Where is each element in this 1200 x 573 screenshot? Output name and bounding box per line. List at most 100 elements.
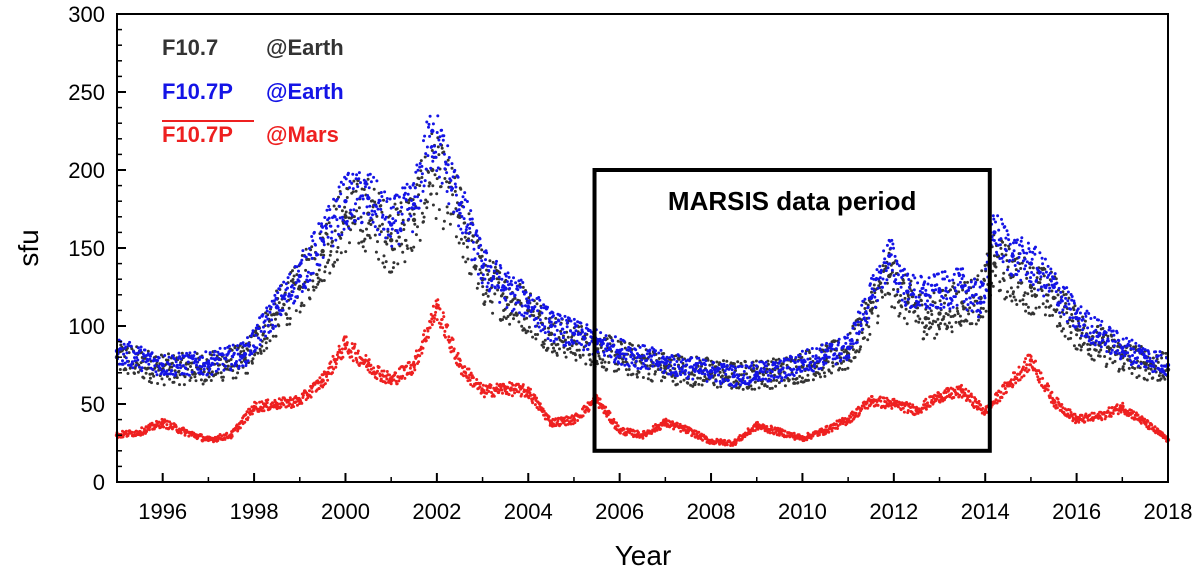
series-0-texture-dot	[960, 319, 963, 323]
series-1-texture-dot	[379, 207, 383, 211]
series-0-texture-dot	[480, 248, 484, 252]
series-1-texture-dot	[263, 330, 266, 334]
series-0-texture-dot	[399, 201, 403, 205]
series-1-texture-dot	[675, 360, 679, 363]
series-0-texture-dot	[392, 261, 396, 265]
series-2-texture-dot	[435, 318, 439, 322]
series-1-point	[160, 362, 165, 368]
series-1-texture-dot	[373, 210, 377, 213]
series-0-texture-dot	[949, 315, 953, 319]
series-1-texture-dot	[1087, 312, 1091, 315]
series-1-texture-dot	[1080, 334, 1083, 338]
series-1-texture-dot	[290, 293, 294, 297]
series-1-texture-dot	[944, 286, 948, 290]
series-1-texture-dot	[896, 273, 900, 277]
series-0-texture-dot	[454, 235, 458, 239]
series-0-texture-dot	[974, 322, 978, 326]
series-0-texture-dot	[938, 327, 941, 331]
series-0-texture-dot	[970, 322, 974, 326]
series-2-texture-dot	[608, 411, 612, 415]
series-0-texture-dot	[395, 239, 399, 243]
series-1-texture-dot	[697, 371, 701, 375]
series-2-texture-dot	[675, 422, 679, 425]
series-2-texture-dot	[517, 390, 521, 394]
series-1-texture-dot	[867, 316, 871, 320]
series-1-texture-dot	[405, 182, 409, 186]
series-1-texture-dot	[487, 269, 491, 272]
series-0-texture-dot	[922, 337, 926, 341]
series-1-texture-dot	[1031, 250, 1035, 254]
series-2-texture-dot	[581, 414, 585, 418]
series-0-texture-dot	[388, 214, 392, 218]
series-1-texture-dot	[247, 344, 251, 348]
series-1-texture-dot	[486, 281, 490, 285]
series-1-texture-dot	[847, 356, 851, 359]
series-2-texture-dot	[344, 346, 348, 350]
series-0-texture-dot	[1143, 377, 1147, 381]
series-0-texture-dot	[938, 299, 942, 303]
series-0-texture-dot	[466, 257, 470, 261]
series-1-texture-dot	[319, 230, 323, 234]
series-1-texture-dot	[715, 369, 719, 373]
series-0-texture-dot	[501, 292, 505, 296]
series-1-texture-dot	[431, 159, 435, 163]
series-0-texture-dot	[425, 200, 429, 204]
series-0-texture-dot	[355, 182, 359, 186]
series-0-texture-dot	[502, 315, 506, 319]
series-0-texture-dot	[1034, 306, 1038, 310]
series-0-texture-dot	[866, 303, 870, 307]
series-0-texture-dot	[435, 192, 439, 196]
series-1-texture-dot	[575, 339, 579, 343]
series-1-texture-dot	[924, 288, 928, 292]
series-1-texture-dot	[563, 314, 567, 318]
series-0-texture-dot	[892, 261, 896, 265]
series-0-texture-dot	[313, 257, 317, 261]
series-1-texture-dot	[1143, 348, 1147, 352]
series-1-texture-dot	[583, 332, 587, 336]
series-1-texture-dot	[1091, 341, 1095, 345]
series-1-texture-dot	[912, 293, 916, 296]
series-1-texture-dot	[513, 293, 517, 297]
series-2-texture-dot	[651, 424, 655, 428]
series-1-texture-dot	[470, 217, 474, 221]
series-0-texture-dot	[577, 348, 581, 352]
series-1-texture-dot	[274, 324, 277, 328]
series-0-texture-dot	[918, 293, 922, 297]
series-0-texture-dot	[179, 361, 183, 364]
series-1-texture-dot	[285, 299, 289, 303]
series-0-texture-dot	[363, 249, 367, 253]
series-0-texture-dot	[362, 188, 366, 191]
series-0-texture-dot	[352, 215, 356, 219]
series-1-texture-dot	[996, 214, 1000, 218]
series-2-texture-dot	[279, 405, 283, 409]
series-1-texture-dot	[451, 187, 455, 190]
series-1-texture-dot	[876, 286, 880, 290]
series-1-texture-dot	[569, 329, 572, 333]
series-1-texture-dot	[1015, 238, 1019, 242]
series-0-texture-dot	[980, 269, 984, 273]
series-0-texture-dot	[1014, 298, 1018, 302]
series-1-texture-dot	[374, 205, 378, 208]
series-1-texture-dot	[643, 344, 646, 348]
series-1-texture-dot	[247, 341, 251, 345]
series-1-texture-dot	[1105, 350, 1109, 353]
series-1-texture-dot	[436, 166, 440, 170]
series-0-texture-dot	[1010, 299, 1014, 303]
series-1-texture-dot	[264, 334, 268, 338]
series-1-texture-dot	[263, 319, 267, 323]
series-1-texture-dot	[1015, 273, 1019, 277]
series-0-texture-dot	[589, 363, 593, 367]
series-0-texture-dot	[570, 344, 574, 348]
series-0-texture-dot	[311, 285, 315, 289]
series-1-texture-dot	[865, 312, 869, 315]
series-0-texture-dot	[1072, 308, 1076, 312]
series-1-texture-dot	[625, 348, 629, 352]
series-0-texture-dot	[1035, 276, 1039, 280]
series-0-texture-dot	[429, 192, 433, 196]
series-1-texture-dot	[546, 305, 549, 309]
series-1-texture-dot	[1128, 355, 1132, 358]
series-0-texture-dot	[862, 336, 866, 340]
series-0-texture-dot	[459, 187, 463, 191]
series-0-texture-dot	[645, 364, 649, 368]
series-0-texture-dot	[615, 369, 618, 373]
